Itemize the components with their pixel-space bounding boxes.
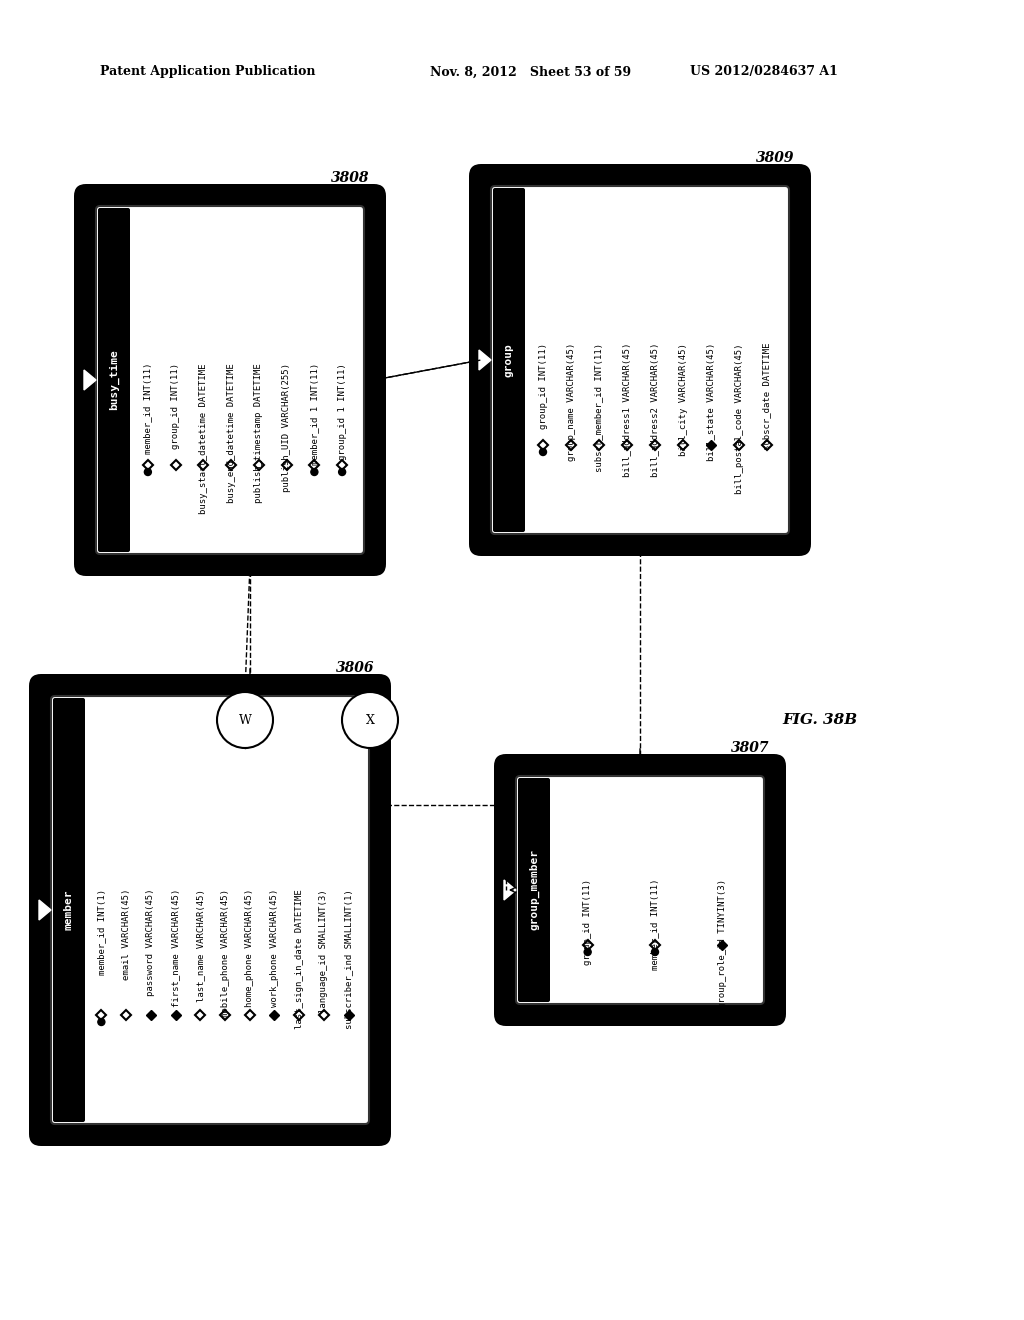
FancyBboxPatch shape (469, 164, 811, 556)
Text: home_phone VARCHAR(45): home_phone VARCHAR(45) (245, 888, 254, 1007)
Text: group_id INT(11): group_id INT(11) (171, 363, 180, 449)
Text: bill_address2 VARCHAR(45): bill_address2 VARCHAR(45) (650, 343, 659, 478)
Text: X: X (366, 714, 375, 726)
Text: US 2012/0284637 A1: US 2012/0284637 A1 (690, 66, 838, 78)
FancyBboxPatch shape (98, 209, 130, 552)
FancyBboxPatch shape (51, 696, 369, 1125)
Circle shape (540, 449, 547, 455)
Text: last_name VARCHAR(45): last_name VARCHAR(45) (196, 888, 205, 1002)
Text: subscriber_ind SMALLINT(1): subscriber_ind SMALLINT(1) (344, 888, 353, 1028)
Circle shape (217, 692, 273, 748)
Text: Patent Application Publication: Patent Application Publication (100, 66, 315, 78)
Circle shape (342, 692, 398, 748)
Text: group_name VARCHAR(45): group_name VARCHAR(45) (566, 343, 575, 461)
Text: bill_city VARCHAR(45): bill_city VARCHAR(45) (679, 343, 687, 455)
Text: 3808: 3808 (331, 172, 370, 185)
Text: password VARCHAR(45): password VARCHAR(45) (146, 888, 156, 997)
Text: FIG. 38B: FIG. 38B (782, 713, 857, 727)
Text: member_id INT(11): member_id INT(11) (143, 363, 153, 454)
Text: member: member (63, 890, 74, 931)
Text: Nov. 8, 2012   Sheet 53 of 59: Nov. 8, 2012 Sheet 53 of 59 (430, 66, 631, 78)
Text: group_member: group_member (528, 850, 539, 931)
Circle shape (98, 1019, 104, 1026)
FancyBboxPatch shape (493, 187, 525, 532)
Text: bill_address1 VARCHAR(45): bill_address1 VARCHAR(45) (623, 343, 632, 478)
Text: busy_end_datetime DATETIME: busy_end_datetime DATETIME (226, 363, 236, 503)
Circle shape (339, 469, 346, 475)
Text: publish_UID VARCHAR(255): publish_UID VARCHAR(255) (283, 363, 291, 492)
Text: group_id 1 INT(11): group_id 1 INT(11) (338, 363, 347, 459)
Text: subscr_date DATETIME: subscr_date DATETIME (763, 343, 771, 450)
Text: bill_state VARCHAR(45): bill_state VARCHAR(45) (707, 343, 716, 461)
Text: 3809: 3809 (756, 150, 795, 165)
Text: first_name VARCHAR(45): first_name VARCHAR(45) (171, 888, 180, 1007)
Circle shape (584, 949, 591, 956)
Polygon shape (84, 370, 96, 389)
Text: member_id 1 INT(11): member_id 1 INT(11) (310, 363, 318, 465)
FancyBboxPatch shape (518, 777, 550, 1002)
Text: W: W (239, 714, 252, 726)
Text: group_id INT(11): group_id INT(11) (539, 343, 548, 429)
FancyBboxPatch shape (29, 675, 391, 1146)
Text: member_id INT(1): member_id INT(1) (97, 888, 105, 975)
Text: 3806: 3806 (336, 661, 374, 675)
Circle shape (311, 469, 317, 475)
Text: group_id INT(11): group_id INT(11) (583, 879, 592, 965)
Circle shape (651, 949, 658, 956)
FancyBboxPatch shape (494, 754, 786, 1026)
Text: busy_time: busy_time (109, 350, 119, 411)
Text: publish_timestamp DATETIME: publish_timestamp DATETIME (254, 363, 263, 503)
FancyBboxPatch shape (74, 183, 386, 576)
Text: group: group (504, 343, 514, 378)
Text: mobile_phone VARCHAR(45): mobile_phone VARCHAR(45) (220, 888, 229, 1018)
FancyBboxPatch shape (53, 698, 85, 1122)
FancyBboxPatch shape (516, 776, 764, 1005)
Text: work_phone VARCHAR(45): work_phone VARCHAR(45) (270, 888, 279, 1007)
Polygon shape (479, 350, 490, 370)
Text: member_id INT(11): member_id INT(11) (650, 879, 659, 970)
Circle shape (144, 469, 152, 475)
FancyBboxPatch shape (96, 206, 364, 554)
FancyBboxPatch shape (490, 186, 790, 535)
Text: subscr_member_id INT(11): subscr_member_id INT(11) (595, 343, 603, 473)
Text: bill_postal_code VARCHAR(45): bill_postal_code VARCHAR(45) (734, 343, 743, 494)
Text: language_id SMALLINT(3): language_id SMALLINT(3) (319, 888, 329, 1012)
Text: busy_start_datetime DATETIME: busy_start_datetime DATETIME (199, 363, 208, 513)
Polygon shape (504, 880, 516, 900)
Text: email VARCHAR(45): email VARCHAR(45) (122, 888, 131, 981)
Text: group_role_id TINYINT(3): group_role_id TINYINT(3) (718, 879, 727, 1008)
Text: last_sign_in_date DATETIME: last_sign_in_date DATETIME (295, 888, 304, 1028)
Polygon shape (39, 900, 51, 920)
Text: 3807: 3807 (731, 741, 769, 755)
